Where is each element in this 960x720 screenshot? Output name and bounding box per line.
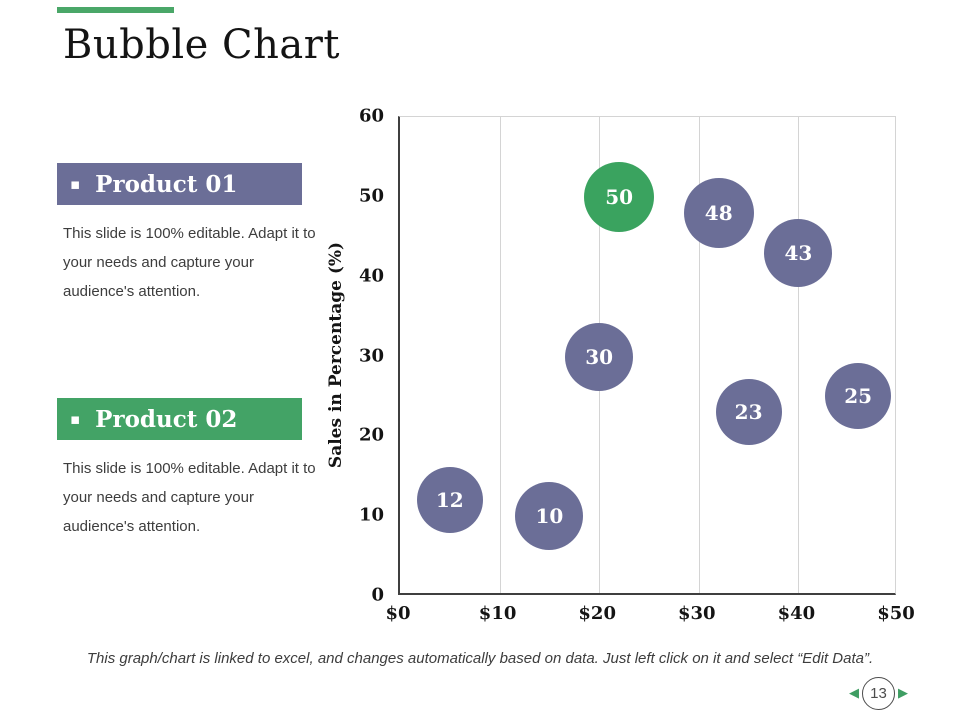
bubble-product-02[interactable]: 50 (584, 161, 655, 232)
page-number-badge: 13 (862, 677, 895, 710)
bullet-square-icon: ▪ (70, 409, 81, 428)
gridline (499, 117, 501, 593)
gridline (698, 117, 700, 593)
bubble-product-01[interactable]: 43 (764, 218, 833, 287)
prev-page-icon[interactable]: ◀ (849, 686, 859, 701)
gridline (798, 117, 800, 593)
x-tick-label: $50 (877, 603, 915, 624)
next-page-icon[interactable]: ▶ (898, 686, 908, 701)
y-tick-label: 20 (358, 424, 384, 446)
bubble-product-01[interactable]: 25 (825, 363, 892, 430)
product-01-header: ▪ Product 01 (57, 163, 302, 205)
product-01-label: Product 01 (95, 170, 238, 198)
product-01-description: This slide is 100% editable. Adapt it to… (63, 225, 316, 300)
product-02-label: Product 02 (95, 405, 238, 433)
title-accent-bar (57, 7, 174, 13)
y-tick-label: 50 (358, 185, 384, 207)
bubble-chart[interactable]: Sales in Percentage (%) 12 10 30 48 23 43 25 50… (326, 106, 915, 625)
bubble-product-01[interactable]: 10 (515, 482, 584, 551)
page-navigation: ◀ 13 ▶ (849, 677, 908, 710)
plot-area[interactable]: 12 10 30 48 23 43 25 50 (398, 116, 896, 595)
x-tick-label: $40 (777, 603, 816, 624)
y-tick-label: 0 (371, 584, 384, 606)
bubble-product-01[interactable]: 12 (416, 467, 483, 534)
footer-note: This graph/chart is linked to excel, and… (86, 650, 874, 667)
product-02-description: This slide is 100% editable. Adapt it to… (63, 460, 316, 535)
x-tick-label: $0 (385, 603, 411, 624)
bubble-product-01[interactable]: 30 (565, 322, 634, 391)
y-tick-label: 30 (358, 345, 384, 366)
x-tick-label: $10 (478, 603, 517, 624)
x-tick-label: $20 (578, 603, 616, 624)
x-tick-label: $30 (678, 603, 716, 624)
y-tick-label: 40 (358, 265, 384, 287)
product-02-header: ▪ Product 02 (57, 398, 302, 440)
bubble-product-01[interactable]: 23 (715, 379, 782, 446)
y-tick-label: 10 (358, 504, 384, 526)
page-title: Bubble Chart (63, 22, 340, 68)
y-tick-label: 60 (358, 105, 384, 127)
bubble-product-01[interactable]: 48 (683, 177, 754, 248)
bullet-square-icon: ▪ (70, 174, 81, 193)
